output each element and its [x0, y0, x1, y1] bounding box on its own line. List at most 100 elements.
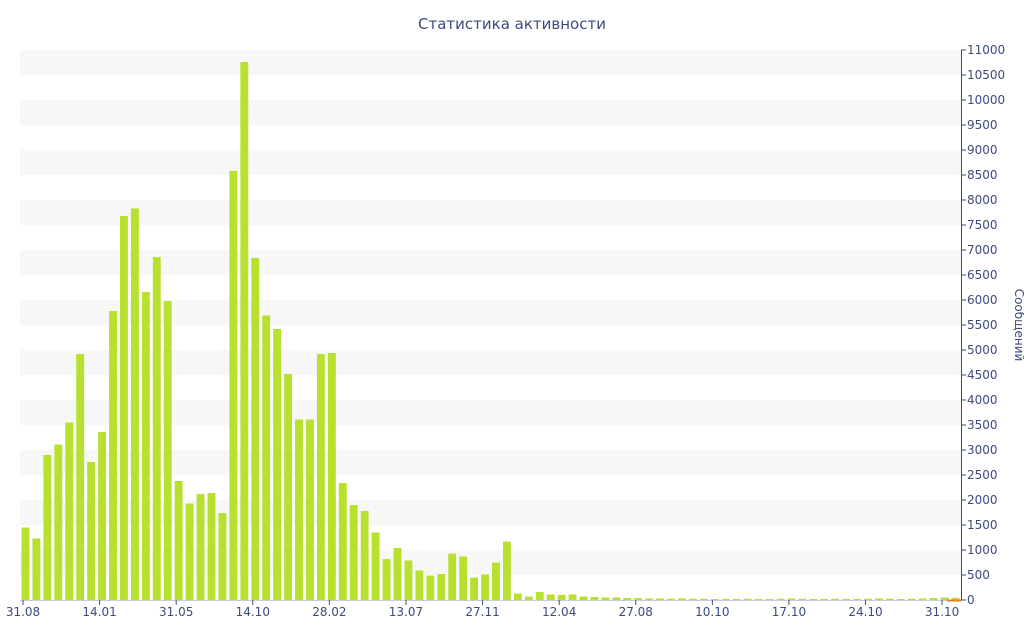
y-tick-label: 10000 — [967, 93, 1005, 107]
grid-band — [20, 350, 961, 375]
y-tick-label: 7000 — [967, 243, 998, 257]
y-tick-label: 9500 — [967, 118, 998, 132]
bar — [43, 455, 52, 600]
bar — [765, 599, 774, 600]
bar — [316, 354, 325, 600]
y-tick-label: 1000 — [967, 543, 998, 557]
bar — [535, 592, 544, 600]
bar — [809, 599, 818, 600]
bar — [885, 598, 894, 600]
y-tick-label: 8500 — [967, 168, 998, 182]
bar — [513, 593, 522, 600]
bar — [207, 493, 216, 600]
bar — [656, 598, 665, 600]
y-tick-label: 4000 — [967, 393, 998, 407]
bar — [262, 315, 271, 600]
bar — [524, 596, 533, 600]
bar — [481, 574, 489, 600]
bar — [240, 62, 249, 600]
x-tick-label: 12.04 — [542, 605, 576, 619]
bar — [546, 594, 555, 600]
y-tick-label: 11000 — [967, 43, 1005, 57]
bar — [382, 559, 391, 600]
bar — [557, 595, 566, 600]
y-tick-label: 2000 — [967, 493, 998, 507]
bar — [130, 208, 139, 600]
bar — [568, 594, 577, 600]
bar — [393, 548, 402, 600]
bar — [459, 556, 468, 600]
bar — [502, 541, 511, 600]
y-tick-label: 6500 — [967, 268, 998, 282]
y-tick-label: 7500 — [967, 218, 998, 232]
bar — [76, 354, 85, 600]
grid-band — [20, 150, 961, 175]
bar — [54, 444, 63, 600]
y-tick-label: 4500 — [967, 368, 998, 382]
bar — [667, 598, 675, 600]
y-axis-label: Сообщений — [1012, 289, 1024, 362]
chart-title: Статистика активности — [418, 15, 606, 33]
bar — [251, 258, 260, 600]
bar — [492, 562, 500, 600]
x-tick-label: 13.07 — [389, 605, 423, 619]
y-tick-label: 500 — [967, 568, 990, 582]
bar — [306, 419, 314, 600]
bar — [579, 596, 588, 600]
x-tick-label: 31.10 — [925, 605, 959, 619]
bar — [327, 353, 336, 600]
x-tick-label: 31.08 — [6, 605, 40, 619]
bar — [721, 599, 730, 600]
grid-band — [20, 250, 961, 275]
y-tick-label: 2500 — [967, 468, 998, 482]
y-tick-label: 8000 — [967, 193, 998, 207]
bar — [688, 598, 697, 600]
bar — [87, 462, 96, 600]
bar — [907, 598, 916, 600]
bar — [754, 599, 763, 600]
bar — [743, 598, 752, 600]
bar — [590, 597, 599, 600]
x-tick-label: 31.05 — [159, 605, 193, 619]
bar — [141, 292, 150, 600]
bar — [338, 483, 347, 600]
bar — [98, 432, 107, 600]
bar — [273, 329, 282, 600]
bar — [853, 599, 861, 600]
bar — [601, 597, 610, 600]
bar — [896, 599, 905, 600]
bar — [349, 505, 358, 600]
bar — [710, 599, 719, 600]
bar — [21, 527, 30, 600]
bar — [776, 598, 785, 600]
bar — [437, 574, 446, 600]
y-tick-label: 3000 — [967, 443, 998, 457]
y-tick-label: 5500 — [967, 318, 998, 332]
grid-band — [20, 400, 961, 425]
bar — [196, 494, 205, 600]
bar — [295, 419, 303, 600]
x-tick-label: 27.08 — [619, 605, 653, 619]
bar — [940, 597, 949, 600]
bar — [109, 311, 117, 600]
y-tick-label: 9000 — [967, 143, 998, 157]
grid-band — [20, 100, 961, 125]
bar — [185, 503, 194, 600]
grid-band — [20, 300, 961, 325]
bar — [918, 598, 927, 600]
y-tick-label: 3500 — [967, 418, 998, 432]
bar — [612, 597, 621, 600]
bar — [623, 598, 632, 600]
bar — [32, 538, 41, 600]
grid-band — [20, 550, 961, 575]
bar — [65, 422, 74, 600]
bar — [678, 598, 686, 600]
bar — [229, 171, 238, 600]
grid-band — [20, 500, 961, 525]
grid-band — [20, 50, 961, 75]
x-tick-label: 10.10 — [695, 605, 729, 619]
bar — [470, 577, 479, 600]
bar — [152, 257, 161, 600]
bar — [645, 598, 654, 600]
